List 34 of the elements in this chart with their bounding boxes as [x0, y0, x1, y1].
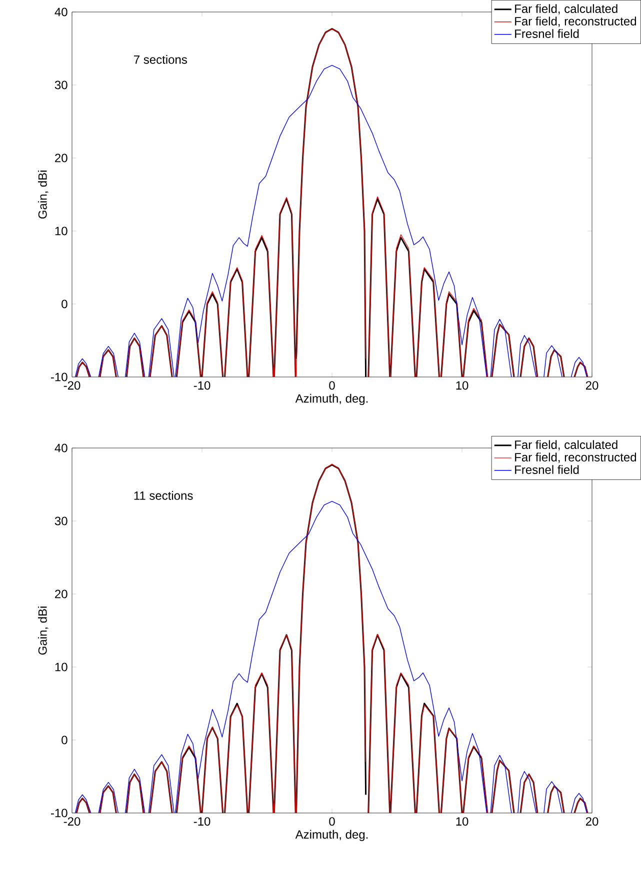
legend-label: Far field, reconstructed: [515, 16, 636, 27]
y-tick-label: 20: [55, 154, 68, 162]
y-tick-label: 0: [62, 300, 68, 308]
x-tick-label: -20: [64, 817, 80, 826]
x-axis-title: Azimuth, deg.: [295, 830, 368, 842]
annotation: 11 sections: [134, 491, 193, 500]
x-tick-label: 0: [329, 381, 335, 390]
y-tick-label: 10: [55, 226, 68, 236]
y-tick-label: 40: [54, 8, 68, 16]
legend-label: Fresnel field: [515, 465, 579, 474]
x-tick-label: -10: [194, 817, 210, 826]
x-tick-label: -10: [194, 381, 210, 390]
y-tick-label: -10: [50, 372, 68, 382]
y-axis-title: Gain, dBi: [38, 606, 48, 655]
x-axis-title: Azimuth, deg.: [295, 394, 368, 406]
y-tick-label: 10: [55, 662, 68, 672]
x-tick-label: 20: [586, 817, 598, 826]
y-axis-title: Gain, dBi: [38, 170, 48, 219]
y-tick-label: 0: [62, 736, 68, 744]
y-tick-label: 20: [55, 590, 68, 598]
legend-label: Far field, calculated: [515, 4, 618, 14]
x-tick-label: 10: [456, 381, 468, 390]
y-tick-label: 40: [54, 444, 68, 452]
x-tick-label: 0: [329, 817, 335, 826]
x-tick-label: 10: [456, 817, 468, 826]
x-tick-label: 20: [586, 381, 598, 390]
y-tick-label: 30: [54, 80, 68, 90]
legend-label: Far field, calculated: [515, 440, 618, 450]
legend-label: Far field, reconstructed: [515, 452, 636, 463]
y-tick-label: 30: [54, 516, 68, 526]
x-tick-label: -20: [64, 381, 80, 390]
y-tick-label: -10: [50, 808, 68, 818]
legend-label: Fresnel field: [515, 29, 579, 38]
annotation: 7 sections: [134, 55, 187, 64]
